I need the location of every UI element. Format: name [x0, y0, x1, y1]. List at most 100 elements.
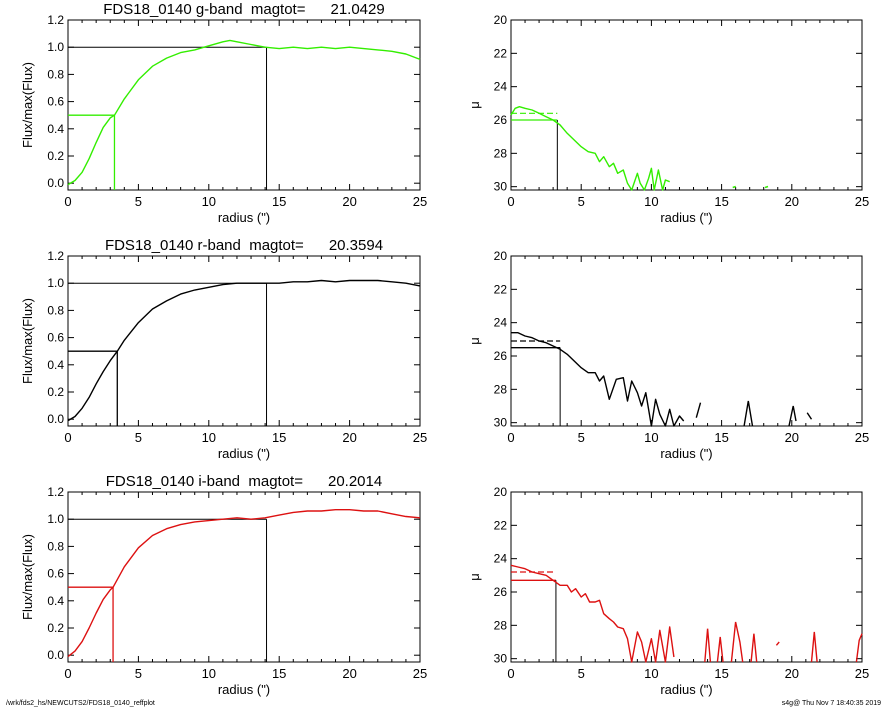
chart-title: FDS18_0140 g-band magtot= 21.0429: [103, 1, 384, 18]
plot-frame: [510, 491, 863, 663]
x-tick-label: 15: [272, 666, 286, 681]
y-tick-label: 30: [494, 180, 508, 194]
y-tick-label: 0.6: [47, 567, 64, 581]
x-tick-label: 20: [342, 666, 356, 681]
x-tick-label: 10: [202, 430, 216, 445]
y-tick-label: 22: [494, 518, 508, 532]
y-tick-label: 20: [494, 485, 508, 499]
y-axis-label: μ: [467, 337, 482, 345]
footer-path: /wrk/fds2_hs/NEWCUTS2/FDS18_0140_reffplo…: [6, 700, 155, 707]
x-tick-label: 20: [785, 194, 799, 209]
y-axis-label: Flux/max(Flux): [20, 62, 35, 148]
y-tick-label: 30: [494, 652, 508, 666]
y-tick-label: 26: [494, 349, 508, 363]
y-tick-label: 0.2: [47, 149, 64, 163]
y-tick-label: 1.0: [47, 40, 64, 54]
x-tick-label: 20: [785, 430, 799, 445]
y-tick-label: 20: [494, 13, 508, 27]
y-tick-label: 22: [494, 46, 508, 60]
y-tick-label: 1.2: [47, 249, 64, 263]
x-tick-label: 20: [342, 430, 356, 445]
series-line: [510, 564, 675, 663]
panel-r-profile: 0 5 10 15 20 25 20 22 24 26 28 30 radius (") μ: [467, 249, 869, 461]
x-axis-label: radius ("): [660, 682, 712, 697]
series-fragment: [788, 405, 797, 427]
series-fragment: [806, 412, 813, 420]
series-fragment: [743, 400, 754, 427]
series-fragment: [810, 631, 818, 663]
series-line: [67, 509, 421, 658]
chart-title: FDS18_0140 i-band magtot= 20.2014: [106, 473, 382, 490]
x-tick-label: 10: [644, 430, 658, 445]
y-tick-label: 22: [494, 282, 508, 296]
y-tick-label: 0.0: [47, 648, 64, 662]
x-tick-label: 25: [855, 666, 869, 681]
series-line: [67, 279, 421, 422]
x-tick-label: 10: [202, 666, 216, 681]
series-line: [67, 39, 421, 186]
plot-frame: [67, 255, 421, 427]
plot-frame: [67, 491, 421, 663]
x-tick-label: 5: [135, 194, 142, 209]
y-tick-label: 0.0: [47, 176, 64, 190]
x-tick-label: 0: [64, 430, 71, 445]
series-fragment: [704, 628, 712, 663]
y-tick-label: 1.0: [47, 276, 64, 290]
panel-i-profile: 0 5 10 15 20 25 20 22 24 26 28 30 radius (") μ: [467, 485, 869, 697]
y-tick-label: 0.8: [47, 67, 64, 81]
y-tick-label: 1.2: [47, 13, 64, 27]
series-fragment: [775, 641, 780, 646]
y-tick-label: 26: [494, 113, 508, 127]
x-tick-label: 25: [413, 666, 427, 681]
y-tick-label: 0.8: [47, 539, 64, 553]
x-tick-label: 5: [135, 430, 142, 445]
x-axis-label: radius ("): [660, 210, 712, 225]
x-axis-label: radius ("): [218, 446, 270, 461]
x-tick-label: 0: [507, 666, 514, 681]
series-fragment: [750, 633, 758, 663]
x-axis-label: radius ("): [218, 210, 270, 225]
y-axis-label: Flux/max(Flux): [20, 298, 35, 384]
series-line: [510, 105, 670, 191]
panel-i-growth: 0 5 10 15 20 25 0.0 0.2 0.4 0.6 0.8 1.0 1.2 radius ("…: [20, 473, 427, 697]
y-tick-label: 0.6: [47, 331, 64, 345]
series-fragment: [730, 621, 744, 663]
x-axis-label: radius ("): [218, 682, 270, 697]
x-tick-label: 15: [272, 194, 286, 209]
y-tick-label: 28: [494, 382, 508, 396]
x-tick-label: 25: [413, 194, 427, 209]
plot-frame: [67, 19, 421, 191]
y-tick-label: 0.8: [47, 303, 64, 317]
series-fragment: [855, 633, 863, 663]
series-point: [732, 185, 736, 189]
panel-g-growth: 0 5 10 15 20 25 0.0 0.2 0.4 0.6 0.8 1.0 1.2 radius ("…: [20, 1, 427, 225]
x-tick-label: 15: [714, 666, 728, 681]
footer-timestamp: s4g@ Thu Nov 7 18:40:35 2019: [781, 700, 881, 707]
y-axis-label: μ: [467, 573, 482, 581]
y-tick-label: 0.6: [47, 95, 64, 109]
y-tick-label: 0.4: [47, 594, 64, 608]
x-axis-label: radius ("): [660, 446, 712, 461]
x-tick-label: 10: [644, 666, 658, 681]
x-tick-label: 10: [202, 194, 216, 209]
panel-r-growth: 0 5 10 15 20 25 0.0 0.2 0.4 0.6 0.8 1.0 1.2 radius ("…: [20, 237, 427, 461]
x-tick-label: 15: [272, 430, 286, 445]
y-tick-label: 1.0: [47, 512, 64, 526]
x-tick-label: 0: [507, 430, 514, 445]
y-tick-label: 0.2: [47, 621, 64, 635]
x-tick-label: 25: [855, 194, 869, 209]
panel-g-profile: 0 5 10 15 20 25 20 22 24 26 28 30 radius (") μ: [467, 13, 869, 225]
y-tick-label: 30: [494, 416, 508, 430]
plot-frame: [510, 255, 863, 427]
x-tick-label: 25: [413, 430, 427, 445]
y-tick-label: 24: [494, 552, 508, 566]
x-tick-label: 0: [64, 194, 71, 209]
x-tick-label: 25: [855, 430, 869, 445]
series-fragment: [695, 402, 702, 418]
plot-frame: [510, 19, 863, 191]
y-tick-label: 26: [494, 585, 508, 599]
x-tick-label: 5: [578, 194, 585, 209]
y-axis-label: Flux/max(Flux): [20, 534, 35, 620]
y-tick-label: 28: [494, 146, 508, 160]
